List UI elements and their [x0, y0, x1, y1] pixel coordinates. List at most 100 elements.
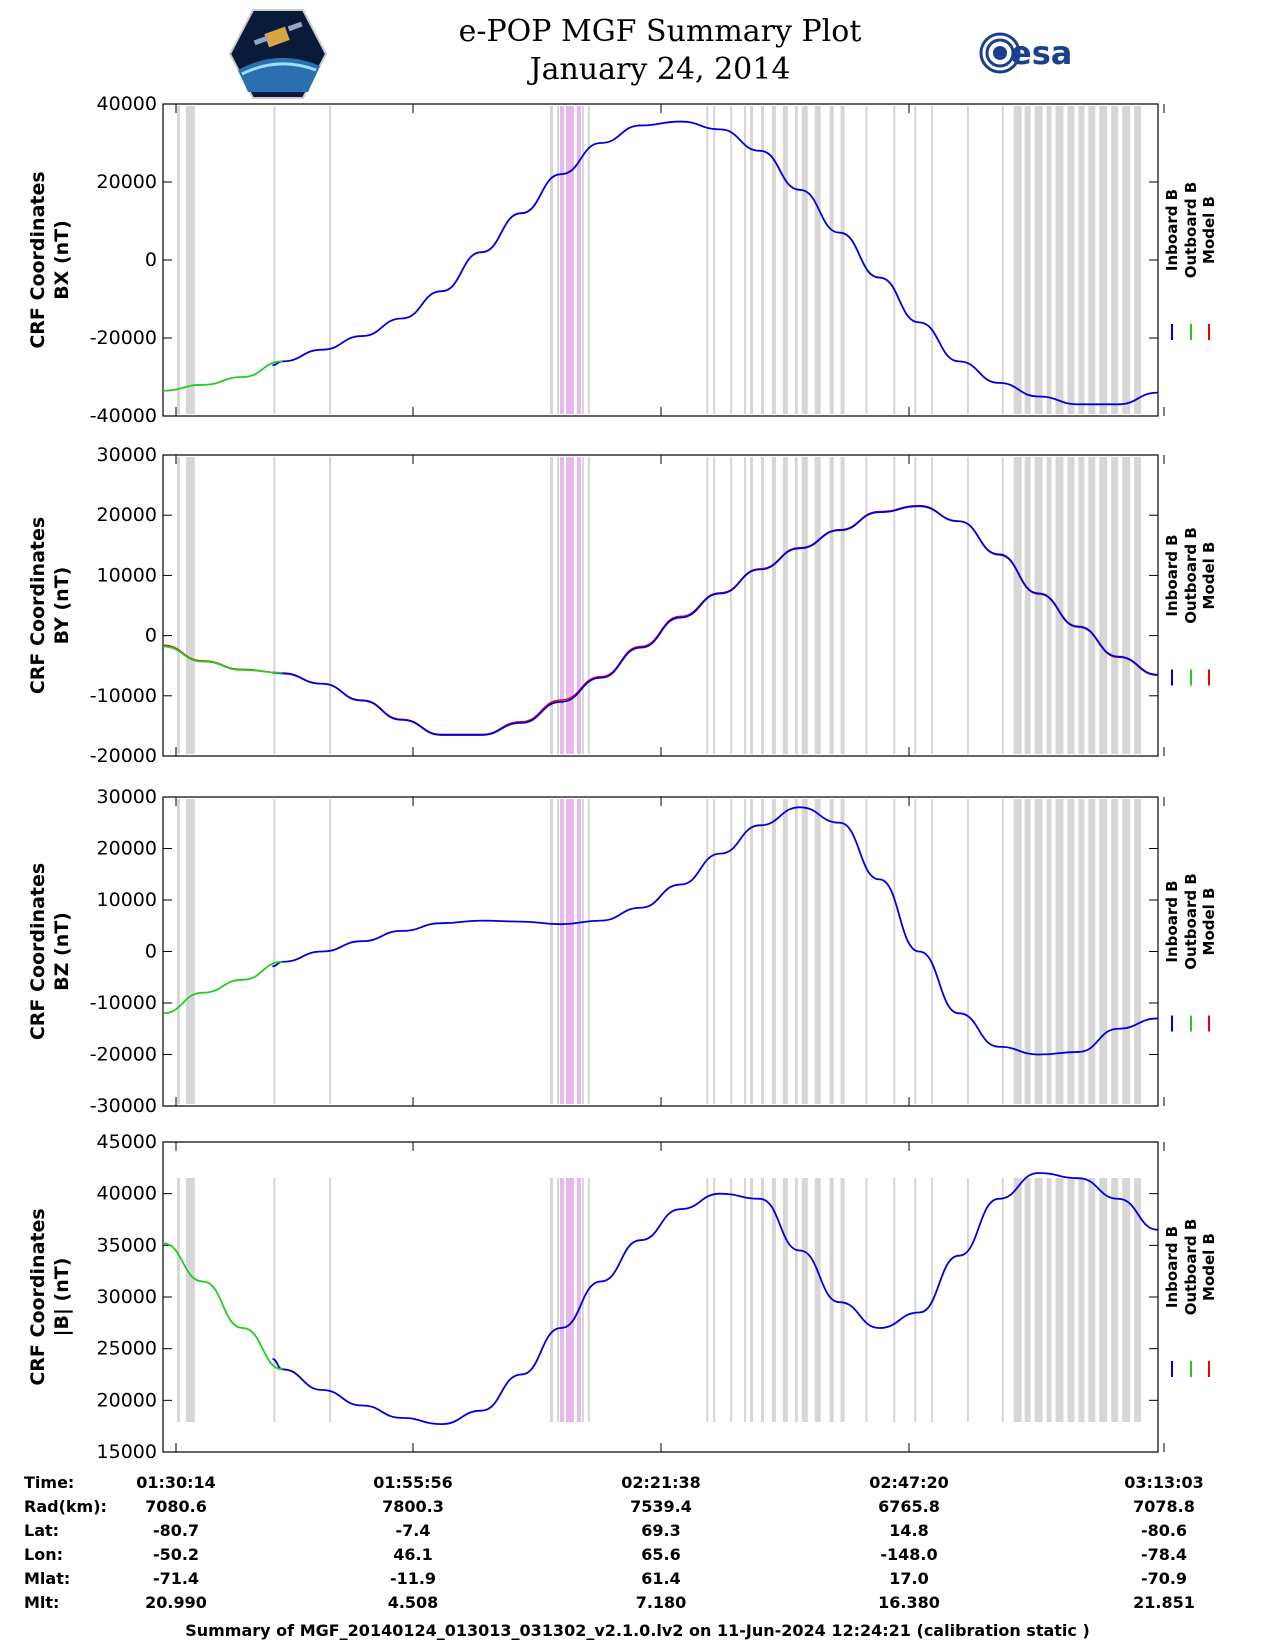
y-axis-label-line1: CRF Coordinates: [27, 517, 49, 694]
data-gap-band: [581, 799, 584, 1104]
legend-label: Inboard B: [1163, 1226, 1181, 1308]
axes-box: [162, 1141, 1159, 1453]
data-gap-band: [706, 457, 709, 754]
data-gap-band: [840, 457, 845, 754]
info-value: 01:30:14: [136, 1473, 216, 1492]
data-gap-band: [782, 1178, 788, 1422]
info-value: 17.0: [889, 1569, 929, 1588]
data-gap-band: [1013, 106, 1022, 414]
data-gap-band: [1055, 799, 1064, 1104]
data-gap-band: [1046, 106, 1052, 414]
legend-label: Outboard B: [1182, 1219, 1200, 1316]
data-gap-band: [273, 457, 276, 754]
data-gap-band: [1088, 799, 1096, 1104]
info-value: -78.4: [1140, 1545, 1188, 1564]
data-gap-band: [829, 106, 834, 414]
info-value: 7080.6: [145, 1497, 207, 1516]
data-gap-band: [587, 1178, 590, 1422]
info-value: 20.990: [145, 1593, 207, 1612]
y-tick-label: -30000: [90, 1095, 157, 1117]
special-band: [576, 1178, 581, 1422]
data-gap-band: [750, 1178, 754, 1422]
data-gap-band: [1034, 457, 1043, 754]
data-gap-band: [744, 799, 747, 1104]
data-gap-band: [1034, 1178, 1043, 1422]
info-row: Mlat: -71.4 -11.9 61.4 17.0 -70.9: [0, 1569, 1275, 1591]
y-tick-label: 0: [145, 249, 157, 271]
data-gap-band: [1099, 106, 1108, 414]
data-gap-band: [176, 1178, 180, 1422]
data-gap-band: [1078, 457, 1085, 754]
data-gap-band: [771, 457, 776, 754]
y-tick-label: -10000: [90, 685, 157, 707]
info-value: 01:55:56: [373, 1473, 453, 1492]
data-gap-band: [557, 106, 560, 414]
data-gap-band: [782, 457, 788, 754]
data-gap-band: [750, 799, 754, 1104]
data-gap-band: [931, 799, 934, 1104]
y-tick-label: 0: [145, 625, 157, 647]
series-inboard-b: [272, 120, 1159, 406]
axes-box: [162, 454, 1159, 757]
data-gap-band: [1001, 1178, 1004, 1422]
chart-title: e-POP MGF Summary Plot: [458, 14, 862, 49]
data-gap-band: [840, 799, 845, 1104]
series-inboard-b: [272, 1172, 1159, 1426]
data-gap-band: [713, 799, 716, 1104]
data-gap-band: [1078, 106, 1085, 414]
y-axis-label-line2: |B| (nT): [51, 1258, 73, 1337]
info-value: 21.851: [1133, 1593, 1195, 1612]
y-tick-label: 40000: [97, 93, 157, 115]
special-band: [560, 799, 564, 1104]
info-value: -70.9: [1140, 1569, 1188, 1588]
info-value: 61.4: [641, 1569, 681, 1588]
y-tick-label: 25000: [97, 1338, 157, 1360]
data-gap-band: [1013, 457, 1022, 754]
data-gap-band: [814, 799, 821, 1104]
data-gap-band: [760, 457, 764, 754]
data-gap-band: [1099, 457, 1108, 754]
data-gap-band: [730, 799, 733, 1104]
data-gap-band: [829, 457, 834, 754]
info-value: -80.6: [1140, 1521, 1188, 1540]
axes-box: [162, 796, 1159, 1107]
data-gap-band: [814, 457, 821, 754]
data-gap-band: [794, 799, 798, 1104]
info-row: Mlt: 20.990 4.508 7.180 16.380 21.851: [0, 1593, 1275, 1615]
data-gap-band: [1134, 106, 1142, 414]
info-row-label: Mlt:: [24, 1593, 60, 1612]
data-gap-band: [782, 799, 788, 1104]
info-row: Rad(km): 7080.6 7800.3 7539.4 6765.8 7078.8: [0, 1497, 1275, 1519]
y-tick-label: 20000: [97, 504, 157, 526]
data-gap-band: [176, 106, 180, 414]
data-gap-band: [1024, 457, 1031, 754]
data-gap-band: [760, 1178, 764, 1422]
info-row-label: Time:: [24, 1473, 75, 1492]
y-axis-label: CRF Coordinates BZ (nT): [27, 863, 73, 1040]
data-gap-band: [794, 106, 798, 414]
data-gap-band: [801, 799, 808, 1104]
legend-label: Model B: [1200, 888, 1218, 956]
data-gap-band: [1088, 457, 1096, 754]
data-gap-band: [273, 799, 276, 1104]
y-axis-label-line2: BZ (nT): [51, 912, 73, 991]
data-gap-band: [931, 106, 934, 414]
special-band: [560, 1178, 564, 1422]
series-inboard-b: [272, 806, 1159, 1056]
data-gap-band: [185, 106, 195, 414]
data-gap-band: [1055, 1178, 1064, 1422]
data-gap-band: [893, 106, 896, 414]
data-gap-band: [273, 1178, 276, 1422]
data-gap-band: [914, 799, 917, 1104]
legend-label: Outboard B: [1182, 182, 1200, 279]
data-gap-band: [713, 106, 716, 414]
info-row-label: Lon:: [24, 1545, 63, 1564]
data-gap-band: [1034, 106, 1043, 414]
special-band: [565, 799, 574, 1104]
data-gap-band: [1067, 106, 1075, 414]
data-gap-band: [587, 106, 590, 414]
info-value: 7.180: [635, 1593, 687, 1612]
data-gap-band: [176, 457, 180, 754]
panel-3: 30000 20000 10000 0 -10000 -20000 -30000 CRF Co…: [27, 786, 1218, 1117]
legend-label: Model B: [1200, 1233, 1218, 1301]
